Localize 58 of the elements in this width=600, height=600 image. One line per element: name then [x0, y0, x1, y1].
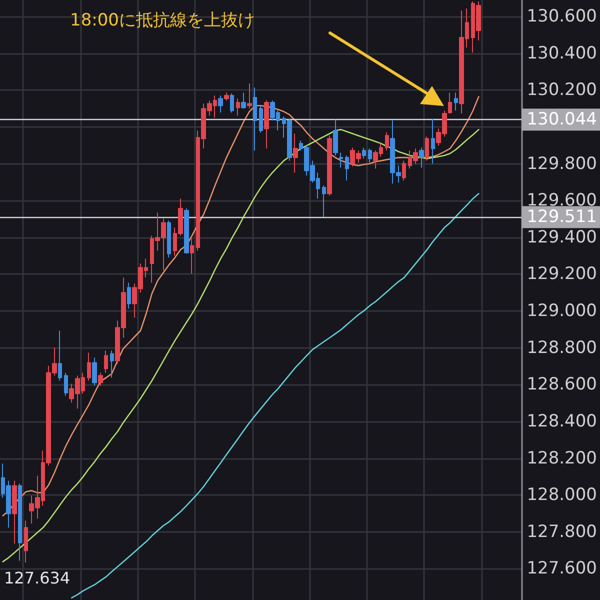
candlestick [64, 372, 68, 396]
candlestick [448, 92, 452, 114]
candlestick [184, 208, 189, 254]
candlestick [293, 133, 298, 174]
candlestick [431, 118, 435, 164]
candlestick [92, 357, 97, 386]
y-tick-label: 128.800 [526, 338, 598, 358]
candlestick [385, 132, 389, 152]
y-tick-label: 130.400 [526, 43, 598, 64]
y-tick-label: 129.000 [526, 301, 598, 322]
y-tick-label: 129.200 [526, 264, 598, 284]
y-tick-label: 127.600 [526, 558, 598, 579]
candlestick [419, 147, 424, 168]
line-series [2, 96, 480, 516]
y-tick-label: 129.400 [526, 227, 598, 248]
candlestick [230, 92, 234, 114]
y-tick-label: 128.400 [526, 411, 598, 432]
candlestick [24, 520, 28, 563]
candlestick [241, 92, 246, 110]
candlestick [454, 92, 458, 112]
candlestick [322, 185, 326, 218]
y-tick-label: 130.200 [526, 80, 598, 100]
candlestick [327, 135, 332, 196]
candlestick [58, 330, 62, 382]
candlestick [190, 238, 194, 274]
line-series [2, 128, 480, 562]
candlestick [402, 160, 406, 182]
candlestick [18, 483, 22, 562]
annotation: 18:00に抵抗線を上抜け [70, 10, 255, 30]
candlestick [236, 98, 240, 116]
candlestick [218, 95, 223, 114]
y-tick-label: 130.600 [526, 6, 598, 27]
y-tick-label: 127.800 [526, 522, 598, 542]
candlestick [104, 350, 108, 374]
line-series [71, 192, 480, 598]
annotation: 127.634 [4, 568, 70, 588]
ref-line-label: 130.044 [526, 110, 598, 130]
candlestick [264, 100, 269, 150]
candlestick [339, 152, 343, 168]
y-tick-label: 128.600 [526, 374, 598, 395]
candlestick [362, 147, 366, 160]
candlestick [345, 155, 349, 182]
y-tick-label: 128.200 [526, 448, 598, 468]
candlestick [333, 119, 338, 156]
candlestick [87, 352, 91, 382]
candlestick [98, 372, 103, 386]
candlestick [425, 136, 429, 162]
candlestick [12, 480, 17, 544]
candlestick [247, 83, 252, 110]
candlestick [127, 282, 131, 310]
candlestick [224, 92, 229, 101]
candlestick [368, 148, 372, 164]
candlestick [167, 220, 171, 258]
candlestick [253, 87, 257, 152]
y-tick-label: 129.800 [526, 154, 598, 174]
candlestick [259, 105, 263, 134]
candlestick [110, 350, 114, 378]
y-tick-label: 128.000 [526, 485, 598, 506]
